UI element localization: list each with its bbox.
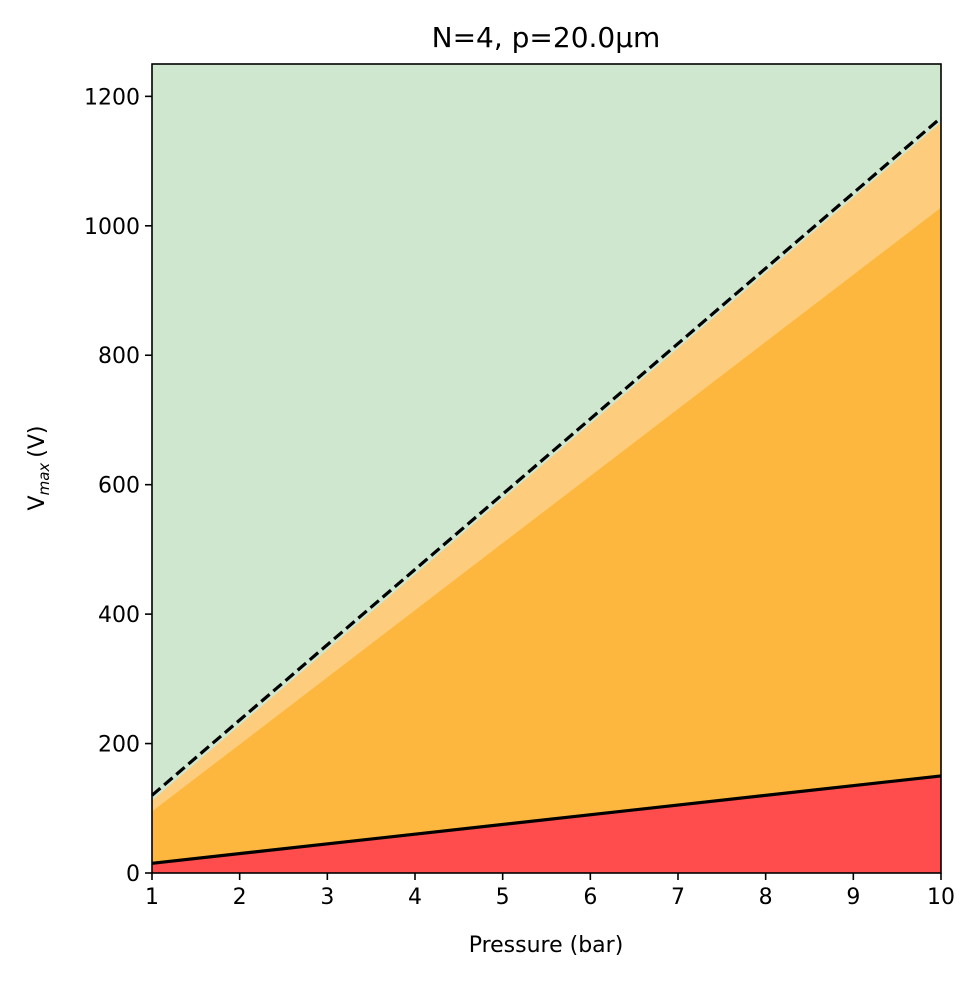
axes-layer: 1 2 3 4 5 6 7 8 9 10 0 200 400 600 800 1000 1200 [84, 63, 955, 910]
regions-layer [152, 64, 941, 874]
y-tick-label: 1000 [84, 215, 140, 240]
x-tick-label: 4 [408, 885, 422, 910]
y-tick-label: 800 [98, 344, 140, 369]
y-tick-label: 400 [98, 603, 140, 628]
x-tick-label: 1 [145, 885, 159, 910]
y-axis-label: Vmax (V) [25, 426, 53, 511]
x-tick-label: 6 [583, 885, 597, 910]
x-tick-label: 7 [671, 885, 685, 910]
red-region [152, 775, 941, 873]
x-tick-label: 9 [846, 885, 860, 910]
x-tick-label: 2 [233, 885, 247, 910]
x-tick-label: 10 [927, 885, 955, 910]
plot-frame [151, 63, 942, 874]
x-axis-label: Pressure (bar) [469, 933, 624, 958]
y-tick-label: 200 [98, 733, 140, 758]
x-tick-label: 5 [496, 885, 510, 910]
y-tick-label: 1200 [84, 85, 140, 110]
boundary-lines-layer [150, 116, 943, 865]
orange-region [152, 207, 941, 873]
x-tick-label: 3 [320, 885, 334, 910]
y-axis-label-unit: (V) [25, 426, 50, 458]
chart-title: N=4, p=20.0μm [432, 21, 661, 54]
solid-boundary-line [151, 774, 942, 865]
y-axis-label-main: V [25, 495, 50, 510]
y-tick-label: 0 [126, 862, 140, 887]
y-tick-label: 600 [98, 474, 140, 499]
y-axis-label-subscript: max [35, 463, 53, 496]
x-tick-label: 8 [759, 885, 773, 910]
dashed-boundary-line [150, 116, 943, 797]
